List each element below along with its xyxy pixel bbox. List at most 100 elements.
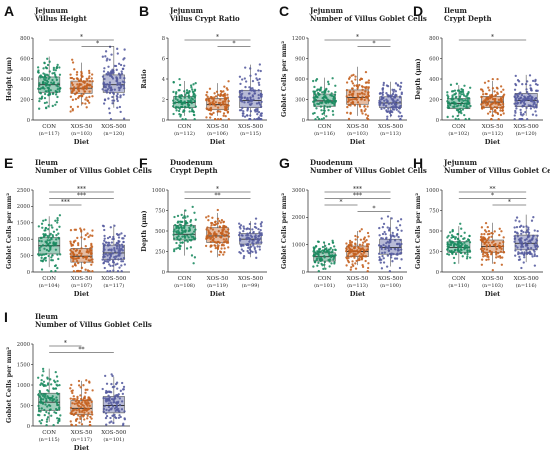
significance-label: * [80, 34, 83, 41]
data-point [533, 264, 537, 267]
data-point [480, 263, 484, 266]
data-point [52, 387, 56, 390]
data-point [386, 99, 389, 103]
data-point [461, 108, 465, 111]
data-point [55, 66, 58, 70]
data-point [211, 239, 215, 242]
data-point [41, 398, 45, 401]
data-point [246, 114, 249, 117]
data-point [486, 255, 489, 258]
data-point [487, 230, 491, 233]
data-point [523, 252, 526, 255]
data-point [494, 250, 498, 253]
data-point [446, 97, 450, 100]
data-point [394, 257, 397, 260]
data-point [118, 73, 122, 76]
data-point [487, 236, 491, 239]
data-point [47, 94, 50, 97]
data-point [71, 391, 74, 395]
data-point [209, 232, 213, 236]
data-point [105, 423, 108, 426]
data-point [314, 261, 317, 264]
data-point [333, 262, 336, 265]
data-point [398, 224, 402, 227]
x-tick-label: CON [452, 276, 466, 282]
data-point [220, 247, 223, 250]
data-point [45, 82, 48, 85]
data-point [178, 223, 181, 226]
data-point [40, 393, 43, 396]
data-point [115, 97, 119, 101]
significance-label: * [64, 340, 67, 347]
data-point [385, 265, 389, 268]
data-point [243, 115, 247, 118]
data-point [69, 242, 72, 245]
data-point [177, 101, 181, 104]
data-point [108, 421, 111, 424]
data-point [121, 392, 124, 396]
data-point [172, 230, 175, 233]
data-point [43, 87, 46, 90]
data-point [194, 82, 197, 85]
data-point [466, 100, 469, 103]
x-axis-label: Diet [74, 138, 90, 146]
data-point [502, 240, 505, 244]
data-point [358, 92, 362, 96]
data-point [502, 88, 505, 91]
data-point [47, 77, 50, 80]
data-point [491, 97, 495, 101]
data-point [384, 232, 387, 236]
y-tick-label: 1000 [292, 242, 305, 248]
data-point [259, 233, 262, 237]
data-point [390, 217, 393, 220]
data-point [44, 84, 48, 87]
data-point [367, 118, 370, 121]
data-point [58, 383, 61, 387]
data-point [175, 241, 178, 245]
data-point [357, 96, 360, 99]
data-point [78, 79, 81, 83]
data-point [179, 97, 183, 100]
data-point [397, 242, 401, 245]
data-point [535, 238, 538, 241]
data-point [52, 424, 55, 427]
data-point [75, 73, 79, 76]
data-point [55, 392, 59, 395]
data-point [79, 78, 82, 81]
data-point [43, 61, 46, 65]
data-point [104, 374, 107, 378]
y-tick-label: 1200 [292, 36, 305, 42]
data-point [40, 419, 44, 422]
data-point [486, 253, 489, 256]
data-point [249, 67, 252, 70]
data-point [252, 89, 256, 93]
data-point [240, 96, 243, 99]
data-point [46, 405, 49, 408]
data-point [241, 92, 244, 95]
data-point [88, 101, 91, 104]
x-tick-label: XOS-500 [101, 276, 127, 282]
data-point [102, 255, 106, 258]
data-point [524, 231, 528, 234]
data-point [378, 101, 381, 104]
data-point [389, 114, 393, 117]
data-point [88, 95, 91, 99]
data-point [219, 104, 222, 107]
data-point [393, 247, 396, 250]
data-point [80, 401, 84, 404]
data-point [446, 236, 449, 239]
data-point [44, 259, 48, 262]
data-point [80, 406, 83, 409]
data-point [45, 420, 49, 423]
data-point [258, 77, 261, 81]
data-point [208, 87, 212, 90]
data-point [396, 242, 399, 246]
data-point [361, 88, 364, 91]
data-point [188, 228, 191, 231]
data-point [111, 261, 115, 264]
data-point [489, 94, 492, 97]
data-point [533, 106, 536, 109]
data-point [389, 234, 392, 237]
data-point [312, 79, 315, 83]
data-point [209, 236, 213, 239]
